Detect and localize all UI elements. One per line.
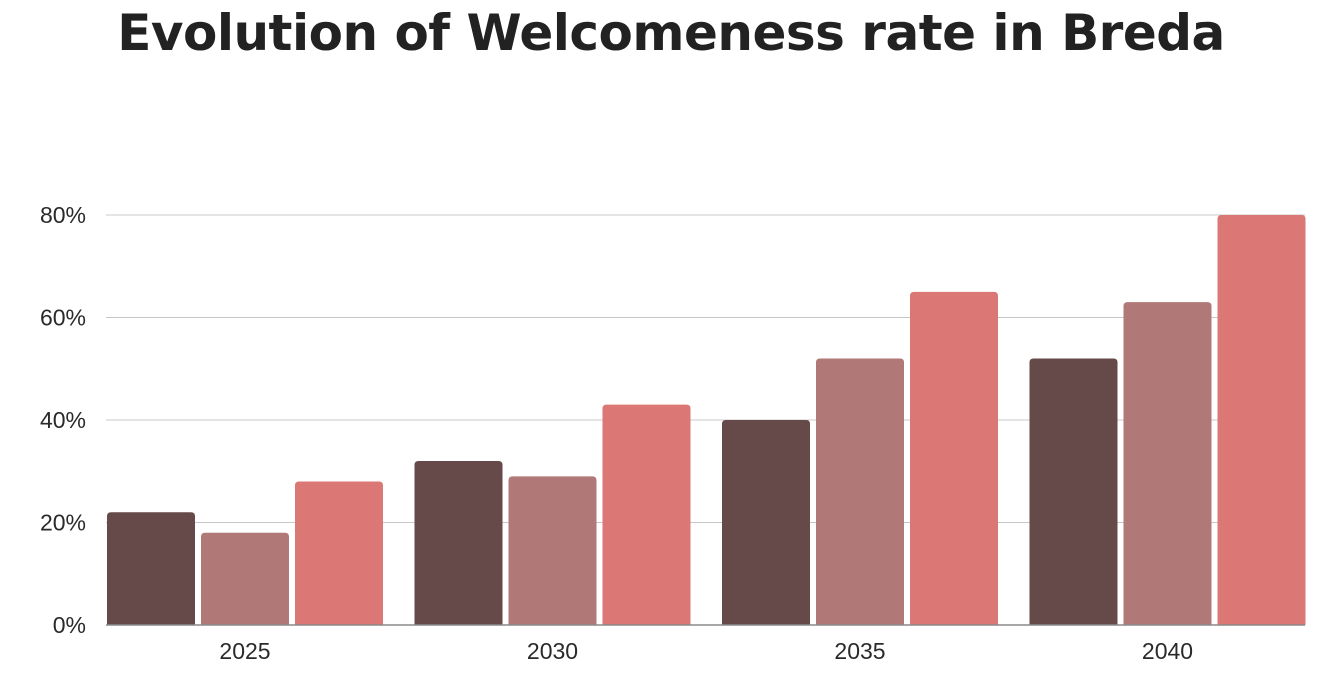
bar-2030-series-1 xyxy=(414,461,503,625)
bar-2025-series-3 xyxy=(295,481,383,625)
bar-2025-series-2 xyxy=(201,532,289,625)
bar-2040-series-3 xyxy=(1217,215,1306,625)
y-tick-label: 80% xyxy=(40,202,86,228)
y-tick-label: 40% xyxy=(40,407,86,433)
y-tick-label: 20% xyxy=(40,510,86,536)
x-tick-label: 2040 xyxy=(1142,638,1193,664)
bar-2035-series-3 xyxy=(910,291,998,625)
y-tick-label: 60% xyxy=(40,305,86,331)
bar-2030-series-2 xyxy=(508,476,597,625)
bar-2040-series-1 xyxy=(1029,358,1118,625)
bar-2030-series-3 xyxy=(602,404,691,625)
bar-2040-series-2 xyxy=(1123,302,1212,625)
y-tick-label: 0% xyxy=(53,612,86,638)
bar-2035-series-2 xyxy=(816,358,904,625)
x-tick-label: 2025 xyxy=(219,638,270,664)
x-tick-label: 2030 xyxy=(527,638,578,664)
bar-2025-series-1 xyxy=(107,512,195,625)
x-tick-label: 2035 xyxy=(834,638,885,664)
bar-2035-series-1 xyxy=(722,420,810,625)
chart-title: Evolution of Welcomeness rate in Breda xyxy=(117,4,1225,62)
